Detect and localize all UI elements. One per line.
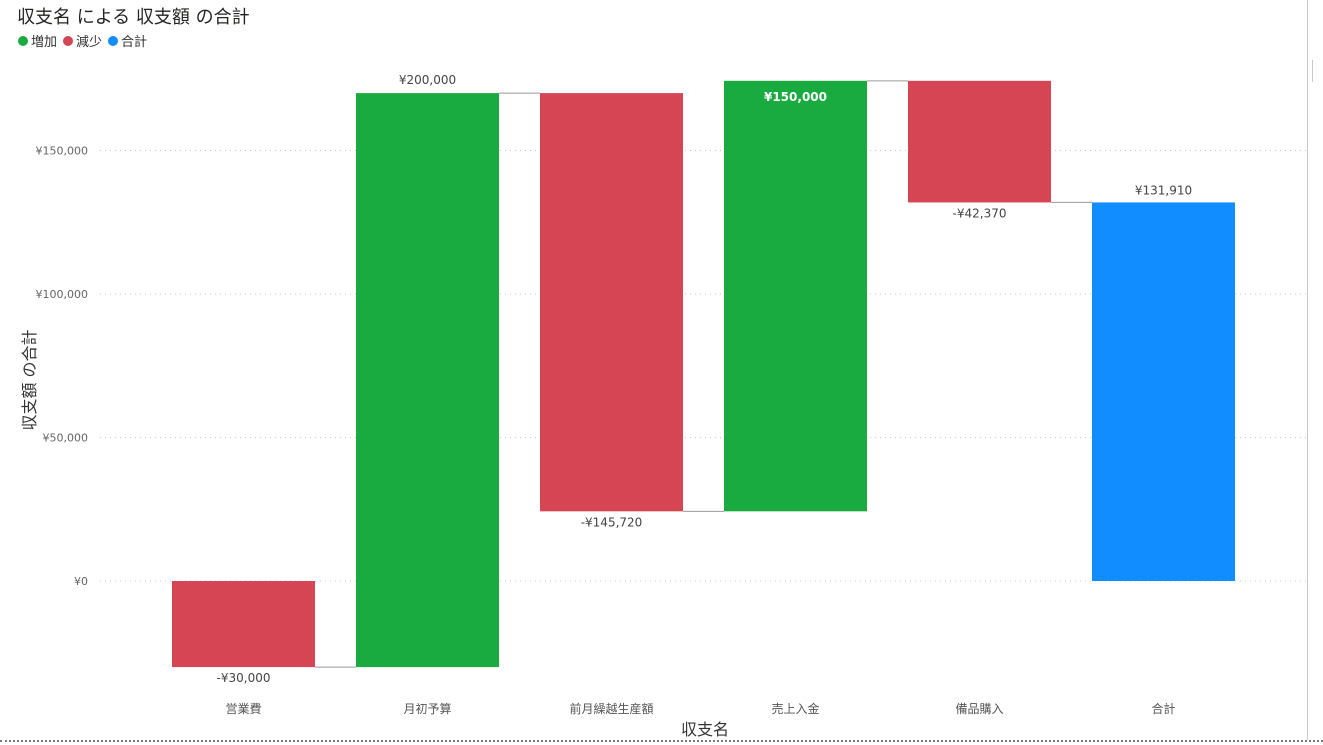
data-label: -¥42,370 bbox=[953, 206, 1007, 220]
data-label: -¥30,000 bbox=[217, 671, 271, 685]
data-label: ¥131,910 bbox=[1135, 183, 1192, 197]
bar bbox=[724, 80, 867, 512]
data-label: -¥145,720 bbox=[581, 515, 643, 529]
legend-item-increase[interactable]: 増加 bbox=[18, 31, 57, 50]
y-axis-title: 収支額 の合計 bbox=[20, 329, 39, 431]
x-tick-label: 前月繰越生産額 bbox=[569, 701, 653, 716]
legend[interactable]: 増加 減少 合計 bbox=[18, 31, 153, 50]
x-tick-label: 売上入金 bbox=[771, 701, 819, 716]
bar bbox=[540, 93, 683, 512]
data-label: ¥150,000 bbox=[764, 90, 827, 104]
resize-handle[interactable] bbox=[1312, 60, 1313, 82]
chart-title: 収支名 による 収支額 の合計 bbox=[17, 7, 250, 28]
legend-item-decrease[interactable]: 減少 bbox=[63, 31, 102, 50]
legend-marker-decrease bbox=[63, 35, 74, 46]
y-tick-label: ¥0 bbox=[74, 575, 88, 588]
visual-border-bottom bbox=[0, 740, 1323, 742]
x-tick-label: 月初予算 bbox=[403, 701, 451, 716]
bar bbox=[356, 93, 499, 668]
x-tick-label: 合計 bbox=[1151, 701, 1175, 716]
x-tick-label: 営業費 bbox=[225, 701, 261, 716]
legend-label-decrease: 減少 bbox=[76, 35, 103, 50]
legend-marker-total bbox=[108, 35, 119, 46]
x-axis-title: 収支名 bbox=[680, 720, 730, 739]
bar bbox=[172, 581, 315, 668]
y-tick-label: ¥150,000 bbox=[36, 145, 89, 158]
y-tick-label: ¥50,000 bbox=[43, 432, 89, 445]
data-label: ¥200,000 bbox=[399, 73, 456, 87]
y-tick-label: ¥100,000 bbox=[36, 288, 89, 301]
legend-marker-increase bbox=[18, 35, 28, 46]
legend-label-total: 合計 bbox=[121, 35, 148, 50]
x-tick-label: 備品購入 bbox=[955, 701, 1003, 716]
legend-item-total[interactable]: 合計 bbox=[108, 31, 147, 50]
bar bbox=[908, 80, 1051, 203]
legend-label-increase: 増加 bbox=[31, 35, 58, 50]
bar bbox=[1092, 202, 1235, 581]
